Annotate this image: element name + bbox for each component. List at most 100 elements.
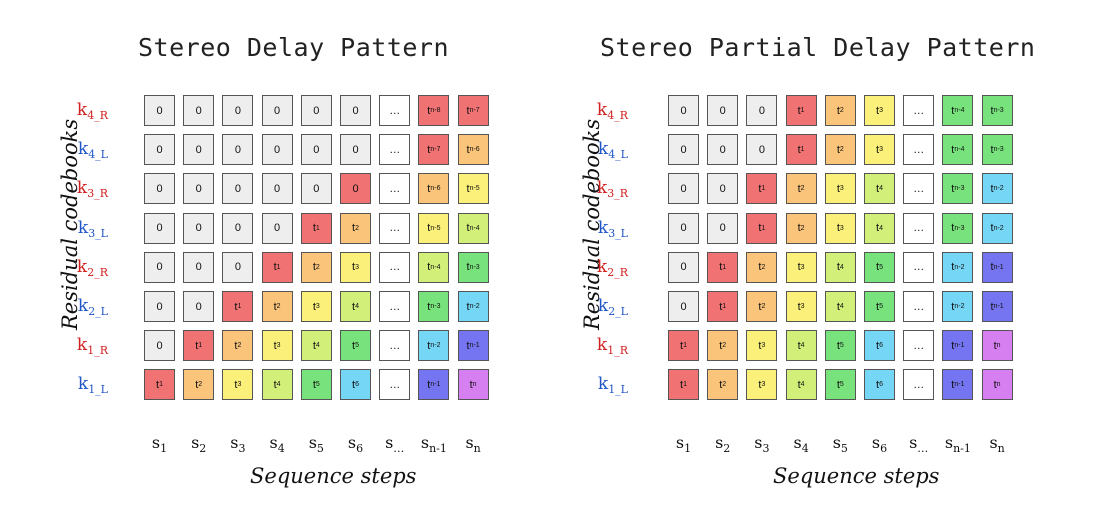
panel-title: Stereo Partial Delay Pattern: [600, 33, 1036, 62]
column-label: s5: [832, 433, 848, 455]
token-cell: 0: [668, 173, 699, 205]
column-label: s2: [715, 433, 731, 455]
token-cell: 0: [340, 134, 371, 166]
row-label: k3_L: [597, 217, 628, 240]
row-label: k1_R: [76, 335, 108, 358]
token-cell: t n-3: [981, 134, 1013, 166]
row-label: k1_L: [77, 374, 108, 397]
token-cell: t n-2: [981, 212, 1013, 244]
token-cell: t n-7: [418, 134, 450, 166]
token-cell: 0: [746, 134, 778, 166]
row-label: k2_R: [596, 256, 628, 279]
token-cell: 0: [183, 251, 215, 283]
token-cell: …: [379, 291, 411, 322]
token-cell: t n-3: [457, 251, 489, 283]
token-cell: 0: [300, 134, 332, 166]
token-cell: t n-5: [457, 173, 489, 205]
token-cell: 0: [340, 95, 371, 126]
token-cell: …: [379, 330, 411, 362]
token-cell: …: [903, 212, 935, 244]
token-cell: 0: [144, 291, 175, 322]
column-label: s…: [909, 433, 929, 455]
token-cell: t n-1: [981, 291, 1013, 322]
token-cell: 0: [261, 212, 293, 244]
token-cell: 0: [222, 95, 254, 126]
token-cell: 0: [707, 173, 739, 205]
token-cell: …: [379, 251, 411, 283]
token-cell: 0: [707, 134, 739, 166]
x-axis-label: Sequence steps: [250, 464, 417, 488]
row-label: k2_L: [597, 296, 628, 318]
token-cell: …: [903, 369, 935, 401]
token-cell: t n-3: [942, 212, 974, 244]
column-label: s3: [230, 433, 246, 455]
column-label: s4: [269, 433, 285, 455]
token-cell: 0: [261, 95, 293, 126]
token-cell: …: [379, 369, 411, 401]
token-cell: …: [903, 291, 935, 322]
token-cell: t n-1: [942, 369, 974, 401]
column-label: s6: [347, 433, 364, 455]
token-cell: 0: [222, 212, 254, 244]
token-cell: t n-4: [418, 251, 450, 283]
token-cell: 0: [183, 95, 215, 126]
stereo-partial-delay-pattern-panel: Stereo Partial Delay Pattern Residual co…: [520, 0, 1080, 510]
row-label: k1_R: [596, 335, 628, 358]
token-cell: t n-4: [942, 134, 974, 166]
row-label: k4_R: [596, 100, 628, 122]
token-cell: …: [903, 134, 935, 166]
token-cell: 0: [144, 212, 175, 244]
row-label: k3_R: [76, 178, 108, 201]
column-label: s1: [675, 433, 692, 455]
token-cell: 0: [668, 95, 699, 126]
token-cell: t n-2: [942, 291, 974, 322]
token-cell: 0: [144, 134, 175, 166]
token-cell: 0: [222, 251, 254, 283]
column-label: s5: [308, 433, 324, 455]
column-label: s1: [151, 433, 168, 455]
token-cell: 0: [144, 251, 175, 283]
row-label: k3_L: [77, 217, 108, 240]
token-cell: t n-4: [942, 95, 974, 126]
token-cell: 0: [261, 134, 293, 166]
row-label: k3_R: [596, 178, 628, 201]
token-cell: t n-4: [457, 212, 489, 244]
row-label: k4_L: [597, 139, 628, 162]
token-cell: …: [903, 173, 935, 205]
column-label: sn-1: [420, 433, 447, 455]
token-cell: t n-8: [418, 95, 450, 126]
token-cell: 0: [183, 134, 215, 166]
